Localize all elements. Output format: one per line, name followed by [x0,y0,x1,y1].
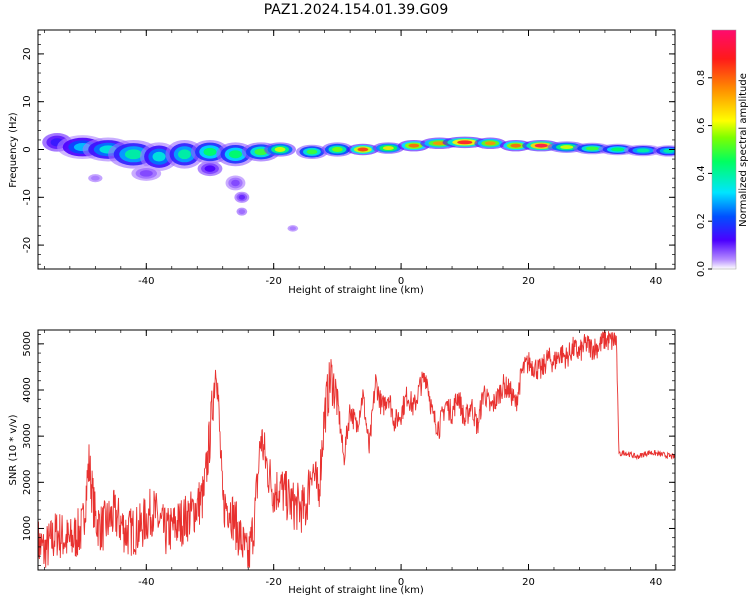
y-tick-label: 3000 [22,423,33,448]
colorbar-tick-label: 0.0 [696,261,707,277]
x-tick-label: -40 [138,276,154,287]
heatmap-cell [534,143,548,148]
spectrogram-axes: -40 -20 0 20 40 -20 -10 0 10 20 [22,30,675,287]
x-tick-label: 40 [650,276,663,287]
heatmap-cell [238,209,246,215]
spectrogram-ylabel: Frequency (Hz) [8,112,19,188]
heatmap-cell [408,143,420,148]
x-tick-label: 0 [398,577,404,588]
heatmap-cell [178,149,192,160]
heatmap-cell [510,143,522,148]
colorbar-label: Normalized spectral amplitude [738,73,749,227]
heatmap-cell [636,148,650,153]
heatmap-cell [306,149,318,155]
colorbar-frame [711,29,737,270]
heatmap-cell [124,149,143,160]
colorbar-tick-label: 0.6 [696,118,707,134]
snr-xlabel: Height of straight line (km) [288,585,424,596]
heatmap-cell [585,146,599,151]
heatmap-cell [560,145,574,150]
heatmap-cell [90,175,100,181]
snr-frame [37,329,676,571]
x-tick-label: -40 [138,577,154,588]
y-tick-label: 0 [22,146,33,152]
heatmap-cell [139,170,153,177]
x-tick-label: 20 [522,577,535,588]
heatmap-cell [238,194,246,200]
x-tick-label: 20 [522,276,535,287]
heatmap-cell [231,179,240,187]
heatmap-cell [457,140,473,145]
y-tick-label: 10 [22,95,33,108]
colorbar-gradient [712,30,736,269]
x-tick-label: 0 [398,276,404,287]
heatmap-cell [228,150,242,159]
snr-series-line [38,330,675,568]
colorbar-tick-label: 0.2 [696,213,707,229]
colorbar-tick-label: 0.4 [696,165,707,181]
x-tick-label: 40 [650,577,663,588]
heatmap-cell [152,151,166,162]
colorbar-ticks: 0.0 0.2 0.4 0.6 0.8 [696,70,712,277]
heatmap-cells [42,133,675,232]
colorbar: 0.0 0.2 0.4 0.6 0.8 Normalized spectral ampl… [696,29,749,277]
figure-title: PAZ1.2024.154.01.39.G09 [264,2,449,18]
heatmap-cell [611,147,625,152]
heatmap-cell [484,141,496,146]
heatmap-cell [203,147,217,156]
y-tick-label: 20 [22,48,33,61]
heatmap-cell [357,147,369,152]
heatmap-cell [204,165,216,172]
snr-axes: -40 -20 0 20 40 1000 2000 3000 4000 5000 [22,330,675,588]
y-tick-label: -20 [22,237,33,253]
spectrogram-xlabel: Height of straight line (km) [288,285,424,296]
y-tick-label: 5000 [22,331,33,356]
y-tick-label: 4000 [22,377,33,402]
colorbar-tick-label: 0.8 [696,70,707,86]
snr-panel: -40 -20 0 20 40 1000 2000 3000 4000 5000 Height o… [8,329,676,596]
heatmap-cell [382,146,394,151]
heatmap-cell [274,147,286,152]
y-tick-label: 1000 [22,516,33,541]
x-tick-label: -20 [266,276,282,287]
y-tick-label: -10 [22,189,33,205]
snr-ylabel: SNR (10 * v/v) [8,414,19,485]
y-tick-label: 2000 [22,470,33,495]
heatmap-cell [289,226,297,231]
spectrogram-panel: -40 -20 0 20 40 -20 -10 0 10 20 Height of straigh… [8,29,749,296]
x-tick-label: -20 [266,577,282,588]
heatmap-cell [331,147,343,152]
heatmap-cell [254,148,268,156]
